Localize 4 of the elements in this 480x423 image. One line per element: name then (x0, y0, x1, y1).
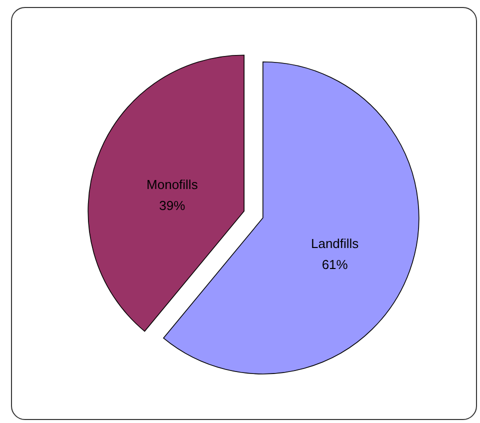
data-label: 39% (159, 198, 186, 214)
data-label: 61% (322, 256, 348, 272)
slice-label: Landfills (310, 236, 360, 251)
slice-label: Monofills (146, 177, 198, 192)
